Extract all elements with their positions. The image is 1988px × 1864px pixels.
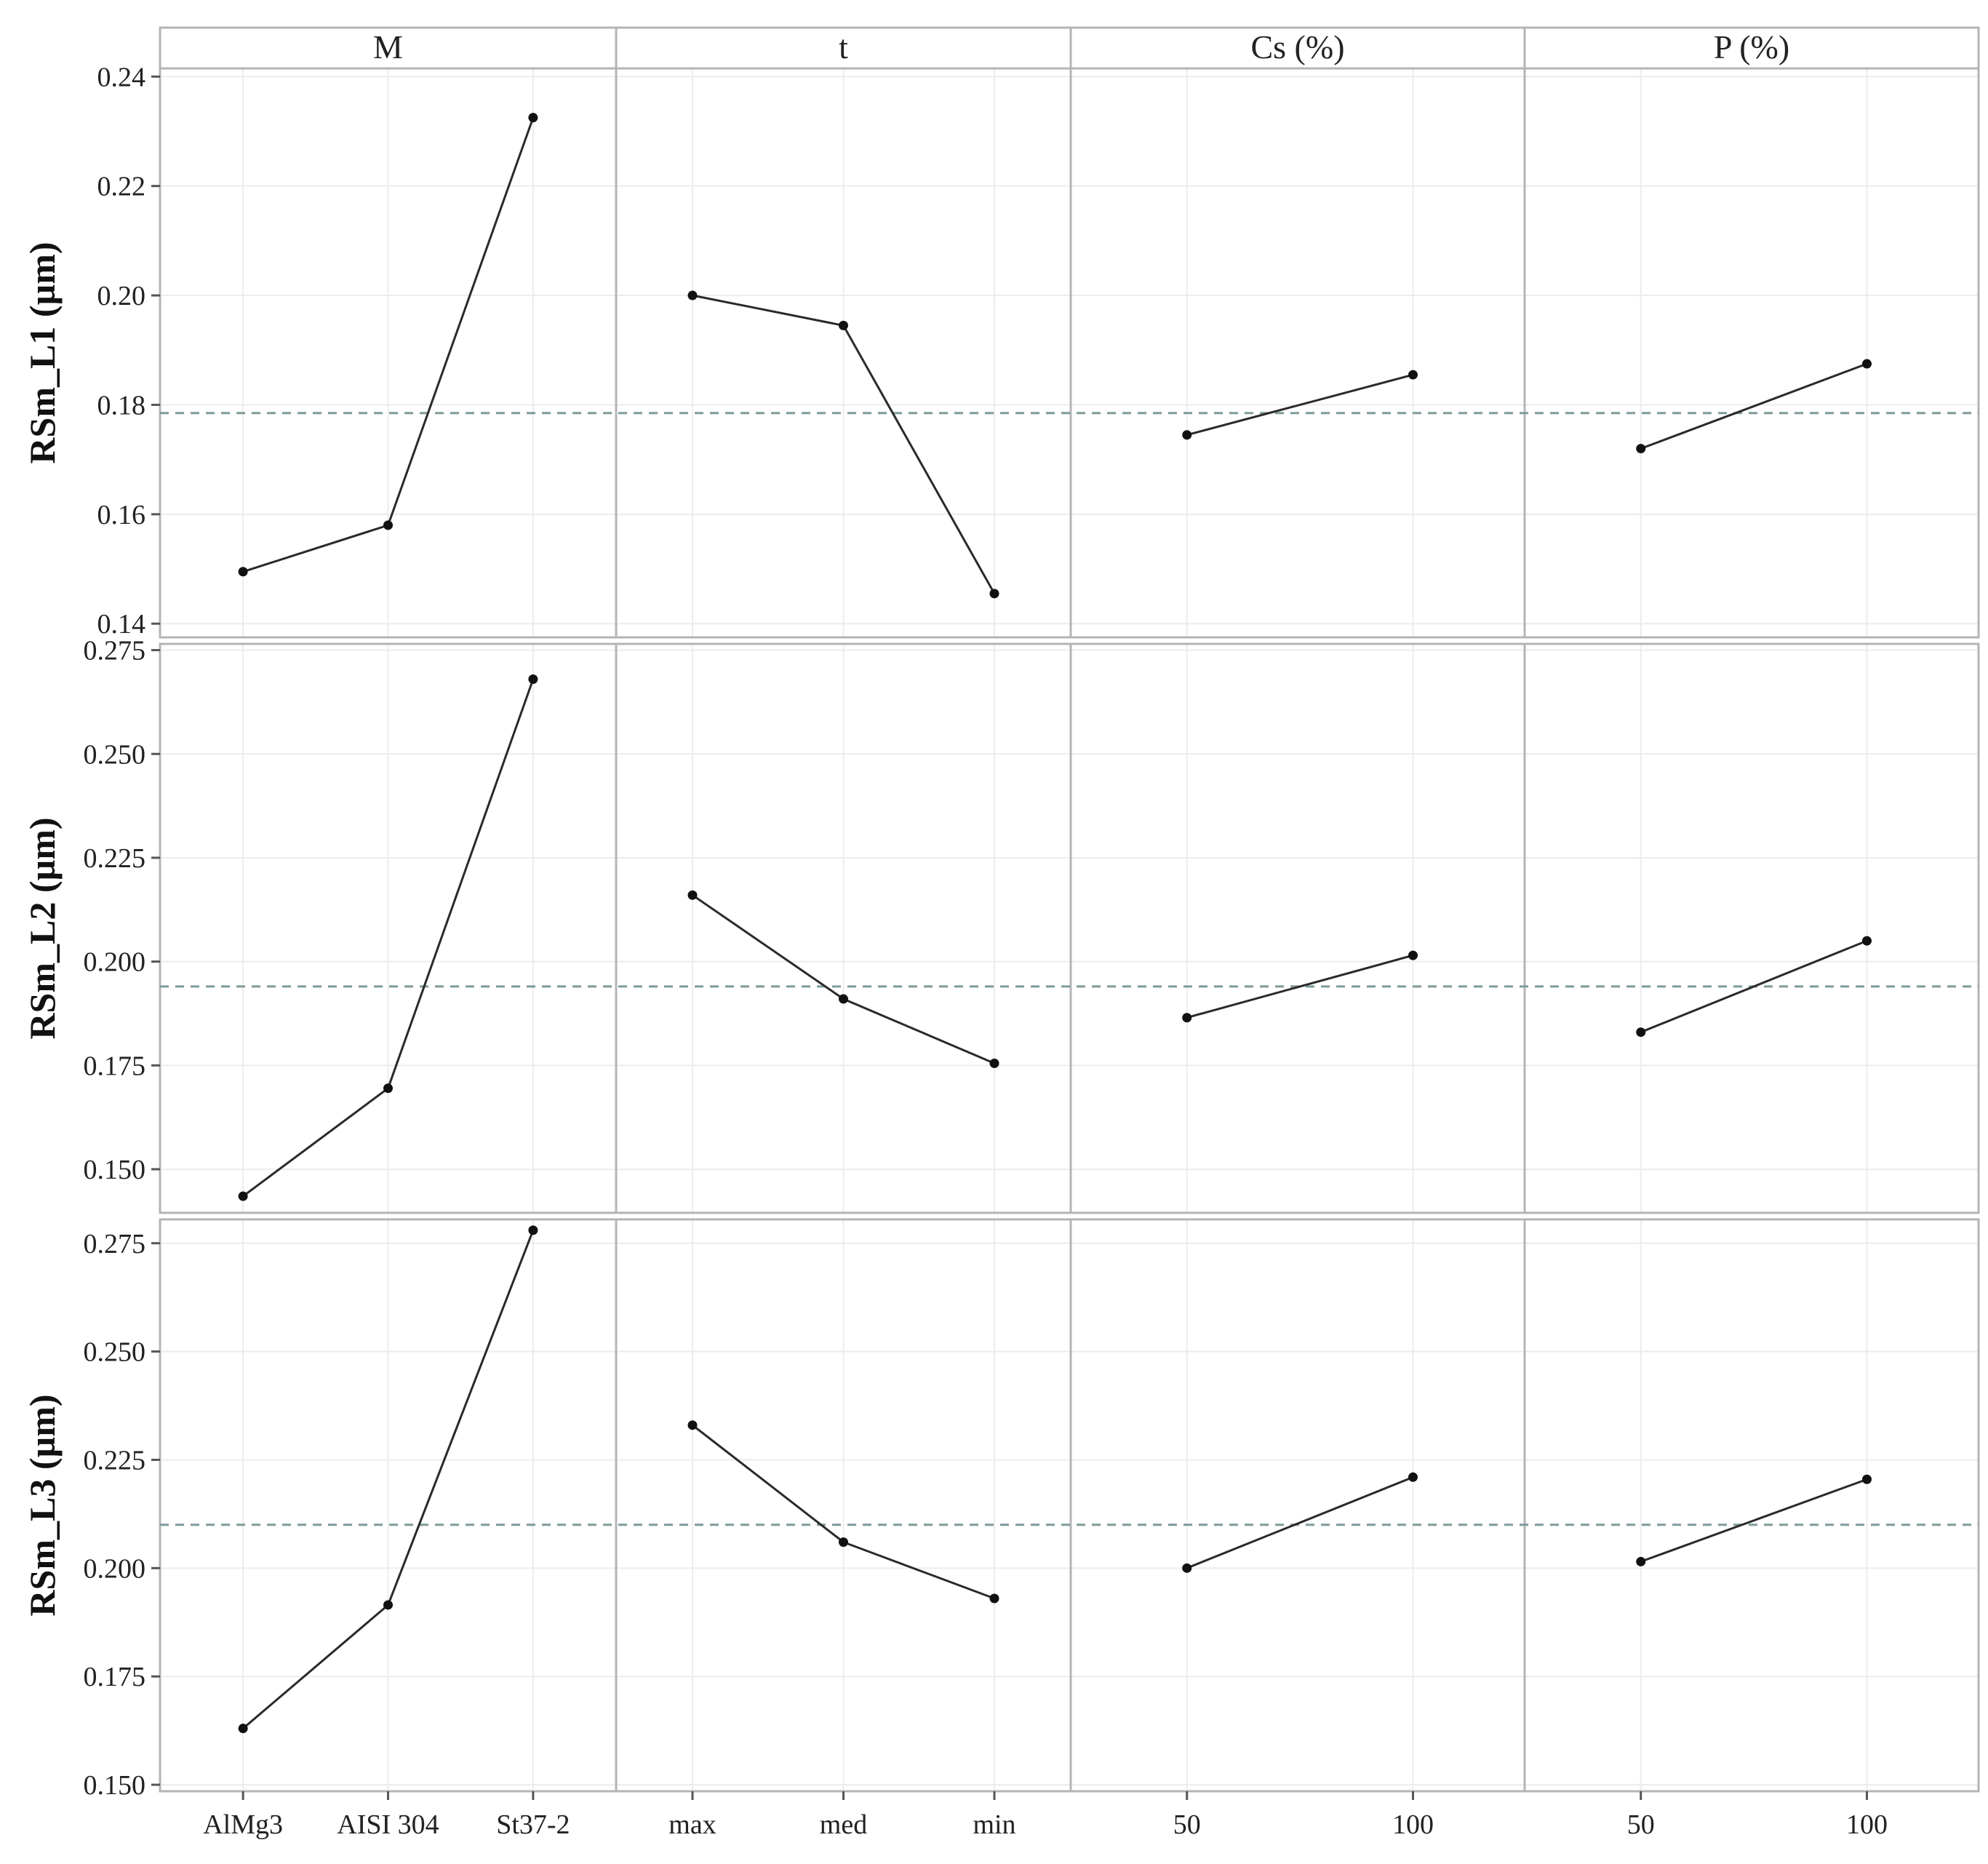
data-point bbox=[1636, 444, 1646, 454]
facet-strip bbox=[615, 26, 1072, 70]
grid-layer bbox=[160, 68, 1979, 1791]
series-layer bbox=[238, 113, 1872, 1734]
y-tick-label: 0.150 bbox=[84, 1155, 146, 1185]
panel-frame bbox=[1069, 642, 1526, 1214]
data-point bbox=[528, 1225, 538, 1235]
y-axis-label: RSm_L1 (µm) bbox=[22, 242, 63, 463]
y-axis-labels: RSm_L1 (µm) RSm_L2 (µm) RSm_L3 (µm) bbox=[22, 242, 63, 1616]
main-effect-line bbox=[1640, 362, 1868, 450]
y-tick-label: 0.200 bbox=[84, 1553, 146, 1584]
axes-layer: 0.14 0.16 0.18 0.20 0.22 0.24 0.150 0.175 0.200 0… bbox=[84, 62, 1888, 1840]
facet-label: Cs (%) bbox=[1250, 28, 1344, 65]
data-point bbox=[1861, 359, 1872, 369]
x-tick-label: 50 bbox=[1627, 1809, 1655, 1840]
data-point bbox=[1408, 1472, 1418, 1482]
data-point bbox=[839, 994, 848, 1004]
x-tick-label: med bbox=[820, 1809, 867, 1840]
panel-frame bbox=[1523, 1218, 1980, 1793]
x-tick-label: 50 bbox=[1173, 1809, 1201, 1840]
y-tick-label: 0.175 bbox=[84, 1662, 146, 1692]
facet-strip bbox=[1069, 26, 1526, 70]
panel-frame bbox=[1069, 1218, 1526, 1793]
y-tick-label: 0.250 bbox=[84, 1337, 146, 1368]
y-tick-label: 0.275 bbox=[84, 636, 146, 666]
x-tick-label: max bbox=[668, 1809, 716, 1840]
data-point bbox=[839, 1537, 848, 1548]
y-tick-label: 0.175 bbox=[84, 1051, 146, 1081]
facet-label: t bbox=[839, 28, 848, 65]
panel-frame bbox=[1523, 642, 1980, 1214]
y-tick-label: 0.22 bbox=[97, 172, 146, 202]
facet-label: P (%) bbox=[1714, 28, 1789, 65]
data-point bbox=[1861, 936, 1872, 946]
main-effect-line bbox=[1186, 1475, 1414, 1569]
facet-strip bbox=[1523, 26, 1980, 70]
y-tick-label: 0.16 bbox=[97, 500, 146, 530]
x-tick-label: 100 bbox=[1392, 1809, 1434, 1840]
main-effect-line bbox=[1186, 954, 1413, 1019]
data-point bbox=[1408, 370, 1418, 380]
y-tick-label: 0.275 bbox=[84, 1229, 146, 1259]
data-point bbox=[989, 1059, 999, 1069]
data-point bbox=[1182, 430, 1192, 440]
data-point bbox=[989, 1593, 999, 1604]
data-point bbox=[1182, 1563, 1192, 1573]
main-effect-line bbox=[1640, 1478, 1868, 1563]
panel-frame bbox=[1523, 67, 1980, 639]
y-tick-label: 0.225 bbox=[84, 843, 146, 874]
data-point bbox=[383, 520, 393, 530]
x-tick-label: AISI 304 bbox=[337, 1809, 439, 1840]
data-point bbox=[1408, 950, 1418, 960]
panel-frames bbox=[159, 67, 1980, 1793]
data-point bbox=[687, 1420, 698, 1430]
data-point bbox=[1861, 1474, 1872, 1484]
x-tick-label: AlMg3 bbox=[203, 1809, 283, 1840]
y-tick-label: 0.18 bbox=[97, 390, 146, 421]
main-effect-line bbox=[1640, 939, 1868, 1034]
data-point bbox=[839, 320, 848, 330]
y-tick-label: 0.225 bbox=[84, 1445, 146, 1475]
x-tick-label: 100 bbox=[1846, 1809, 1888, 1840]
facet-label: M bbox=[373, 28, 403, 65]
y-tick-label: 0.20 bbox=[97, 281, 146, 311]
panel-frame bbox=[1069, 67, 1526, 639]
x-tick-label: St37-2 bbox=[496, 1809, 570, 1840]
y-tick-label: 0.24 bbox=[97, 62, 146, 92]
data-point bbox=[528, 113, 538, 123]
data-point bbox=[383, 1600, 393, 1610]
data-point bbox=[1636, 1027, 1646, 1037]
data-point bbox=[989, 589, 999, 599]
data-point bbox=[238, 1191, 248, 1201]
data-point bbox=[687, 290, 698, 300]
y-tick-label: 0.200 bbox=[84, 947, 146, 978]
y-tick-label: 0.150 bbox=[84, 1770, 146, 1801]
y-tick-label: 0.250 bbox=[84, 739, 146, 770]
y-axis-label: RSm_L3 (µm) bbox=[22, 1394, 63, 1616]
y-axis-label: RSm_L2 (µm) bbox=[22, 817, 63, 1039]
data-point bbox=[1636, 1556, 1646, 1566]
y-tick-label: 0.14 bbox=[97, 609, 146, 640]
data-point bbox=[687, 890, 698, 900]
main-effect-line bbox=[1186, 373, 1413, 437]
data-point bbox=[528, 674, 538, 685]
data-point bbox=[238, 1724, 248, 1734]
x-tick-label: min bbox=[973, 1809, 1015, 1840]
data-point bbox=[1182, 1013, 1192, 1023]
data-point bbox=[383, 1083, 393, 1094]
data-point bbox=[238, 567, 248, 577]
mean-lines bbox=[160, 412, 1979, 1526]
